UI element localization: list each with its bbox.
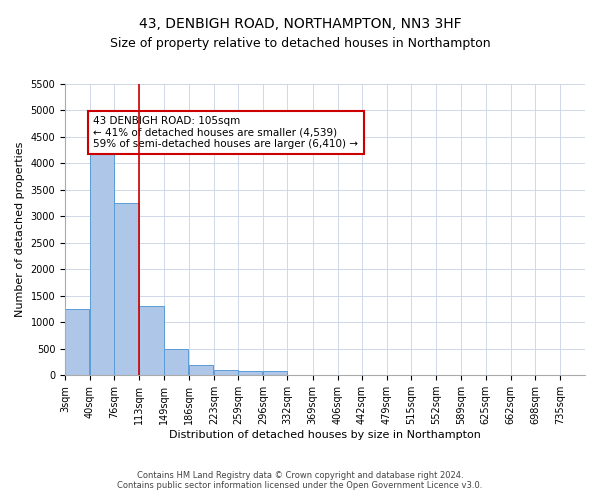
Text: Size of property relative to detached houses in Northampton: Size of property relative to detached ho… — [110, 38, 490, 51]
Text: 43 DENBIGH ROAD: 105sqm
← 41% of detached houses are smaller (4,539)
59% of semi: 43 DENBIGH ROAD: 105sqm ← 41% of detache… — [94, 116, 358, 149]
Y-axis label: Number of detached properties: Number of detached properties — [15, 142, 25, 318]
Bar — [214, 370, 238, 375]
Bar — [263, 372, 287, 375]
Text: 43, DENBIGH ROAD, NORTHAMPTON, NN3 3HF: 43, DENBIGH ROAD, NORTHAMPTON, NN3 3HF — [139, 18, 461, 32]
Bar — [189, 364, 213, 375]
Bar — [90, 148, 115, 375]
Bar — [164, 348, 188, 375]
Text: Contains HM Land Registry data © Crown copyright and database right 2024.
Contai: Contains HM Land Registry data © Crown c… — [118, 470, 482, 490]
X-axis label: Distribution of detached houses by size in Northampton: Distribution of detached houses by size … — [169, 430, 481, 440]
Bar — [65, 309, 89, 375]
Bar — [115, 203, 139, 375]
Bar — [238, 372, 262, 375]
Bar — [139, 306, 164, 375]
